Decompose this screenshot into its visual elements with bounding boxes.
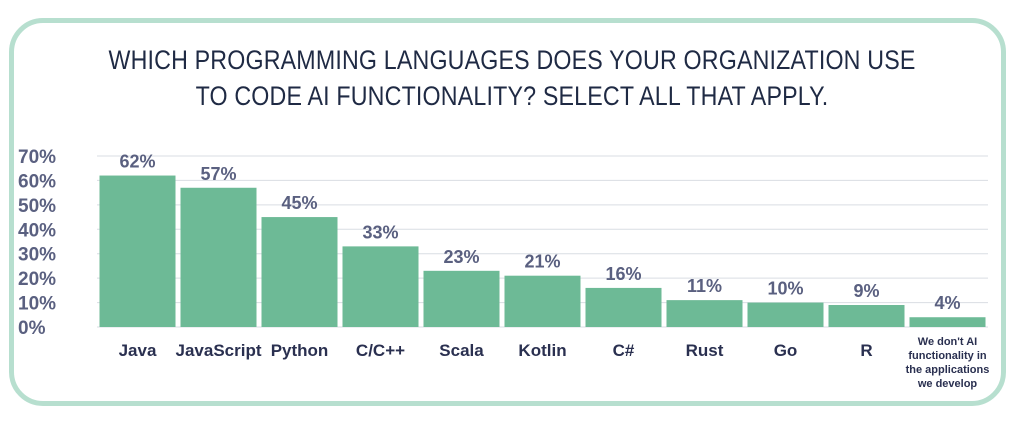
- y-tick-label: 70%: [18, 147, 56, 168]
- data-label: 62%: [119, 152, 155, 172]
- bars: [99, 175, 986, 327]
- data-label: 21%: [524, 252, 560, 272]
- category-labels: Java JavaScript Python C/C++ Scala Kotlin C# Ru…: [119, 336, 990, 390]
- category-label: We don't AI functionality in the applicati…: [906, 336, 990, 390]
- bar: [747, 302, 824, 327]
- y-tick-label: 30%: [18, 245, 56, 266]
- y-tick-label: 40%: [18, 220, 56, 241]
- data-label: 4%: [934, 293, 960, 313]
- category-label: R: [860, 341, 872, 360]
- data-labels: 62% 57% 45% 33% 23% 21% 16% 11% 10% 9% 4%: [119, 152, 960, 314]
- category-label: Scala: [439, 341, 484, 360]
- chart-title: WHICH PROGRAMMING LANGUAGES DOES YOUR OR…: [108, 45, 916, 111]
- category-label: C/C++: [356, 341, 405, 360]
- bar: [909, 317, 986, 327]
- data-label: 57%: [200, 164, 236, 184]
- y-axis-ticks: 0% 10% 20% 30% 40% 50% 60% 70%: [18, 147, 56, 339]
- bar: [585, 287, 662, 327]
- category-label: Go: [774, 341, 798, 360]
- category-label: C#: [613, 341, 635, 360]
- data-label: 16%: [605, 264, 641, 284]
- category-label: Python: [271, 341, 329, 360]
- category-label: Kotlin: [518, 341, 566, 360]
- y-tick-label: 50%: [18, 196, 56, 217]
- category-label: JavaScript: [176, 341, 262, 360]
- y-tick-label: 0%: [18, 318, 46, 339]
- data-label: 11%: [687, 276, 722, 296]
- y-tick-label: 10%: [18, 294, 56, 315]
- bar: [261, 217, 338, 327]
- data-label: 9%: [853, 281, 879, 301]
- data-label: 10%: [767, 279, 803, 299]
- category-label: Rust: [686, 341, 724, 360]
- bar: [504, 275, 581, 327]
- bar: [99, 175, 176, 327]
- y-tick-label: 20%: [18, 269, 56, 290]
- data-label: 45%: [281, 193, 317, 213]
- bar: [423, 270, 500, 327]
- bar: [180, 187, 257, 327]
- category-label: Java: [119, 341, 157, 360]
- bar: [666, 300, 743, 327]
- data-label: 23%: [443, 247, 479, 267]
- bar: [828, 305, 905, 327]
- bar: [342, 246, 419, 327]
- y-tick-label: 60%: [18, 171, 56, 192]
- data-label: 33%: [362, 222, 398, 242]
